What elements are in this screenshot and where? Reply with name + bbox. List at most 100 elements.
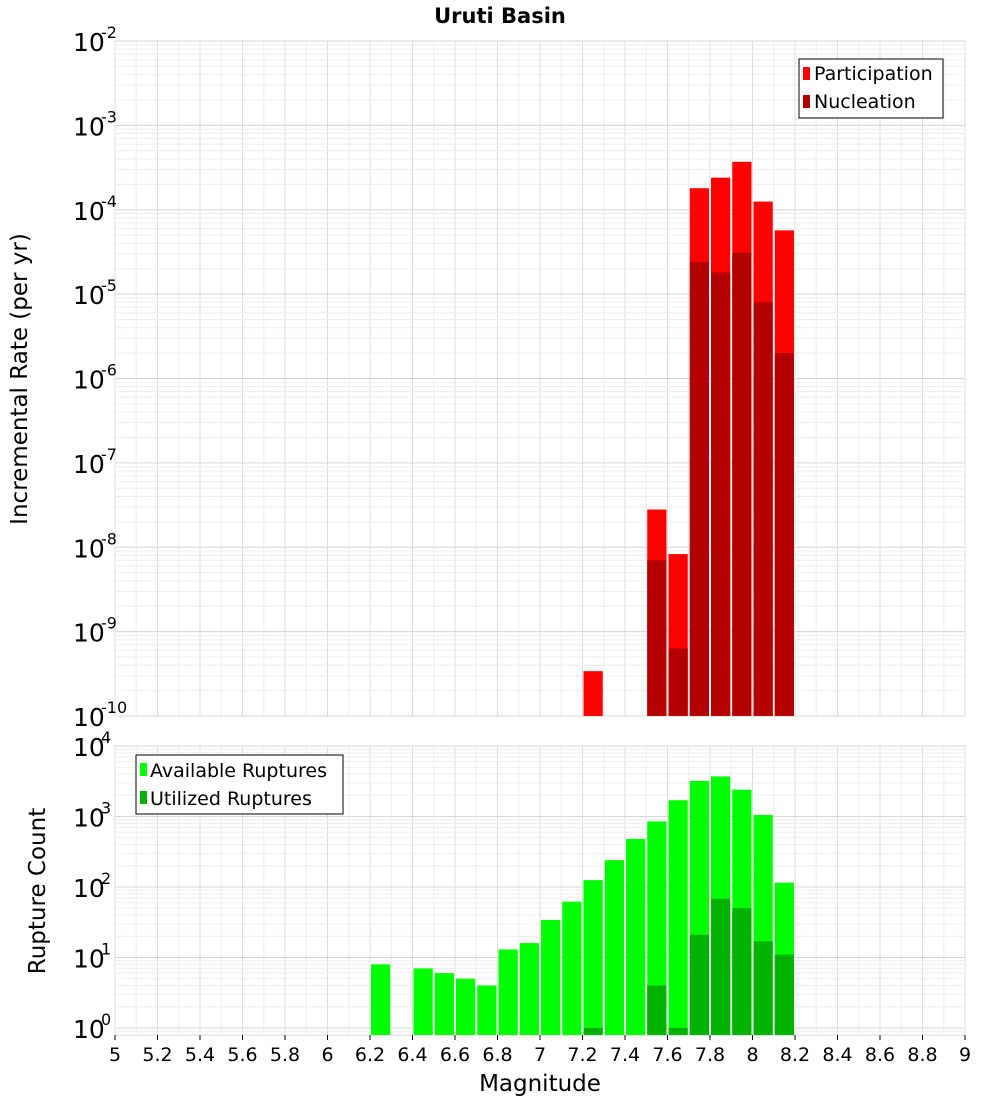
rate-y-tick-label: 10 [73,28,105,57]
participation-legend-swatch [803,67,810,80]
count-y-tick-exponent: 0 [101,1010,111,1029]
x-tick-label: 6.8 [482,1044,512,1066]
count-y-tick-exponent: 4 [101,728,111,747]
x-tick-label: 6.6 [440,1044,470,1066]
rate-bar-nucleation [689,262,709,716]
x-tick-label: 5.8 [270,1044,300,1066]
count-bar-available-ruptures [413,968,433,1035]
participation-legend-label: Participation [814,63,933,85]
count-bar-available-ruptures [434,973,454,1035]
count-bar-utilized-ruptures [647,985,667,1035]
count-bar-available-ruptures [498,949,518,1035]
x-tick-label: 8 [746,1044,758,1066]
rate-bar-nucleation [647,560,667,716]
x-tick-label: 8.8 [907,1044,937,1066]
rate-bar-nucleation [774,353,794,716]
x-tick-label: 6.4 [397,1044,427,1066]
rate-y-tick-exponent: -7 [101,445,117,464]
count-bar-available-ruptures [456,978,476,1035]
count-bar-utilized-ruptures [711,898,731,1035]
rate-y-tick-exponent: -2 [101,23,117,42]
utilized-legend-label: Utilized Ruptures [150,788,312,810]
x-tick-label: 7.8 [695,1044,725,1066]
rate-y-tick-exponent: -8 [101,529,117,548]
x-tick-label: 9 [959,1044,971,1066]
x-tick-label: 5.4 [185,1044,215,1066]
count-bar-available-ruptures [626,838,646,1035]
x-tick-label: 7.6 [652,1044,682,1066]
count-bar-available-ruptures [541,920,561,1035]
rate-y-tick-exponent: -3 [101,107,117,126]
rate-y-tick-label: 10 [73,112,105,141]
count-y-tick-label: 10 [73,803,105,832]
count-bar-utilized-ruptures [689,934,709,1035]
x-tick-label: 6.2 [355,1044,385,1066]
rate-bar-participation [583,671,603,716]
x-tick-label: 6 [321,1044,333,1066]
magnitude-tick-labels: 5 5.2 5.4 5.6 5.8 6 6.2 6.4 6.6 6.8 7 7.2 7.4 7.6 7.8 8… [109,1035,971,1066]
count-bar-available-ruptures [668,800,688,1035]
count-bar-available-ruptures [647,821,667,1035]
count-legend: Available Ruptures Utilized Ruptures [135,754,344,815]
rate-bar-nucleation [668,648,688,716]
count-bar-utilized-ruptures [774,954,794,1035]
rate-bar-nucleation [732,252,752,716]
count-legend-box [135,754,344,815]
count-bar-available-ruptures [604,860,624,1035]
count-bar-utilized-ruptures [753,941,773,1035]
rate-y-tick-label: 10 [73,281,105,310]
x-tick-label: 8.4 [822,1044,852,1066]
count-bar-available-ruptures [519,943,539,1035]
nucleation-legend-label: Nucleation [814,91,916,113]
rate-y-tick-exponent: -5 [101,276,117,295]
rate-y-tick-label: 10 [73,534,105,563]
count-y-tick-exponent: 1 [101,939,111,958]
rate-legend: Participation Nucleation [798,58,944,119]
rate-y-tick-exponent: -9 [101,614,117,633]
count-y-tick-label: 10 [73,944,105,973]
x-tick-label: 7 [534,1044,546,1066]
x-tick-label: 5 [109,1044,121,1066]
count-y-axis-label: Rupture Count [25,808,51,974]
utilized-legend-swatch [140,791,147,804]
x-tick-label: 5.2 [142,1044,172,1066]
chart-title: Uruti Basin [434,4,566,28]
count-grid [114,745,966,1036]
x-tick-label: 7.4 [610,1044,640,1066]
count-y-tick-label: 10 [73,1015,105,1044]
count-bar-available-ruptures [477,985,497,1035]
count-y-tick-label: 10 [73,733,105,762]
rate-bars [583,161,794,717]
x-axis-label: Magnitude [479,1071,601,1097]
rate-y-tick-exponent: -4 [101,192,117,211]
nucleation-legend-swatch [803,95,810,108]
rate-y-tick-label: 10 [73,366,105,395]
rate-y-tick-label: 10 [73,619,105,648]
count-bars [371,776,794,1035]
count-bar-utilized-ruptures [668,1027,688,1035]
rate-y-axis-label: Incremental Rate (per yr) [7,233,33,525]
rate-y-tick-exponent: -6 [101,361,117,380]
rate-y-tick-exponent: -10 [101,698,127,717]
rate-legend-box [798,58,944,119]
rate-grid [114,40,966,717]
available-legend-label: Available Ruptures [150,760,327,782]
count-y-tick-exponent: 2 [101,869,111,888]
rate-bar-nucleation [753,302,773,716]
count-bar-available-ruptures [562,901,582,1035]
x-tick-label: 5.6 [227,1044,257,1066]
x-tick-label: 7.2 [567,1044,597,1066]
x-tick-label: 8.2 [780,1044,810,1066]
available-legend-swatch [140,763,147,776]
count-bar-utilized-ruptures [583,1027,603,1035]
count-y-tick-label: 10 [73,874,105,903]
rate-y-tick-label: 10 [73,450,105,479]
rate-y-tick-label: 10 [73,197,105,226]
rate-bar-nucleation [711,272,731,716]
count-y-tick-exponent: 3 [101,798,111,817]
